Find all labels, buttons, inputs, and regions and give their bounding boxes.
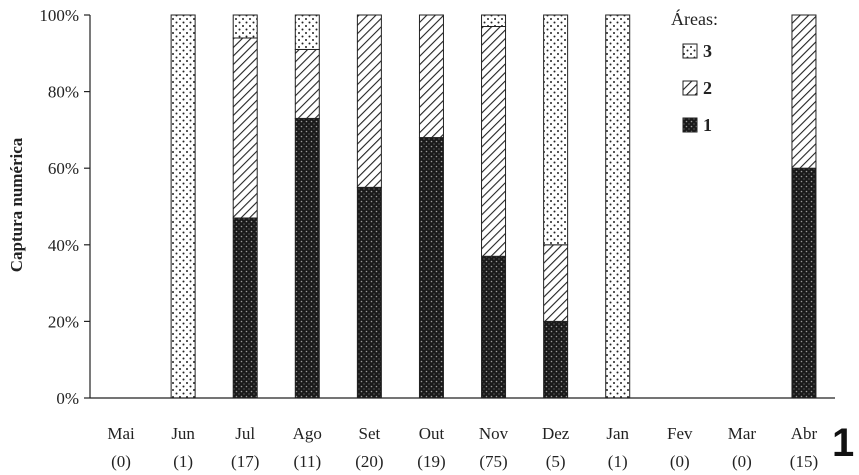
x-count-label: (75) [479, 452, 507, 471]
x-axis: Mai (0) Jun (1) Jul (17) Ago (11) Set (20) Out (19)… [90, 397, 835, 471]
y-axis-label: Captura numérica [7, 137, 26, 272]
panel-label: 1 [832, 421, 854, 465]
x-tick-label: Ago [293, 424, 322, 443]
y-tick-label: 20% [48, 312, 79, 331]
legend-swatch-area-2 [682, 80, 698, 96]
bar-segment-area-3-jul [232, 14, 258, 39]
x-tick-label: Mar [728, 424, 757, 443]
bar-segment-area-3-nov [481, 14, 507, 27]
x-count-label: (11) [293, 452, 321, 471]
bar-segment-area-2-abr [791, 14, 817, 169]
x-count-label: (0) [111, 452, 131, 471]
x-tick-label: Dez [542, 424, 570, 443]
x-count-label: (0) [670, 452, 690, 471]
bar-segment-area-3-ago [294, 14, 320, 50]
bar-segment-area-2-set [356, 14, 382, 188]
x-count-label: (17) [231, 452, 259, 471]
bar-segment-area-1-abr [791, 167, 817, 399]
bar-segment-area-1-ago [294, 117, 320, 399]
legend-label-area-1: 1 [703, 115, 712, 135]
bar-segment-area-2-jul [232, 37, 258, 219]
bar-segment-area-1-dez [543, 320, 569, 399]
x-count-label: (1) [173, 452, 193, 471]
bar-segment-area-2-ago [294, 48, 320, 119]
y-tick-label: 40% [48, 236, 79, 255]
bar-segment-area-1-out [418, 137, 444, 399]
x-count-label: (5) [546, 452, 566, 471]
x-tick-label: Set [359, 424, 381, 443]
bar-segment-area-1-nov [481, 255, 507, 399]
x-tick-label: Jun [171, 424, 195, 443]
y-tick-label: 100% [39, 6, 79, 25]
y-tick-label: 0% [56, 389, 79, 408]
x-count-label: (15) [790, 452, 818, 471]
bar-segment-area-1-jul [232, 217, 258, 399]
bar-segment-area-2-out [418, 14, 444, 139]
x-tick-label: Jan [606, 424, 629, 443]
legend-label-area-3: 3 [703, 41, 712, 61]
y-tick-label: 60% [48, 159, 79, 178]
x-tick-label: Fev [667, 424, 693, 443]
x-tick-label: Jul [235, 424, 255, 443]
x-count-label: (20) [355, 452, 383, 471]
x-count-label: (19) [417, 452, 445, 471]
legend-swatch-area-1 [682, 117, 698, 133]
x-count-label: (0) [732, 452, 752, 471]
bar-segment-area-3-jan [605, 14, 631, 399]
bar-segment-area-1-set [356, 186, 382, 399]
legend-title: Áreas: [671, 8, 718, 29]
bar-segment-area-2-dez [543, 244, 569, 322]
bar-segment-area-3-jun [170, 14, 196, 399]
legend: Áreas: 3 2 1 [671, 8, 718, 135]
bar-segment-area-3-dez [543, 14, 569, 246]
x-tick-label: Mai [107, 424, 135, 443]
y-axis: 0% 20% 40% 60% 80% 100% [39, 6, 91, 408]
legend-label-area-2: 2 [703, 78, 712, 98]
y-tick-label: 80% [48, 83, 79, 102]
x-tick-label: Nov [479, 424, 509, 443]
x-count-label: (1) [608, 452, 628, 471]
x-tick-label: Abr [791, 424, 818, 443]
bars-group [170, 14, 817, 399]
x-tick-label: Out [419, 424, 445, 443]
legend-swatch-area-3 [682, 43, 698, 59]
bar-segment-area-2-nov [481, 25, 507, 257]
